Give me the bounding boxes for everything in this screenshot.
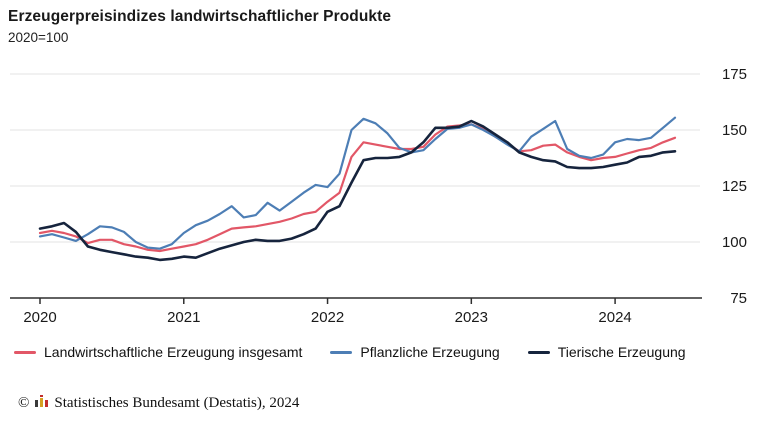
legend-item-pflanzlich: Pflanzliche Erzeugung	[330, 344, 500, 360]
y-tick-label-100: 100	[722, 234, 747, 251]
x-tick-label-2023: 2023	[455, 309, 488, 326]
chart-subtitle: 2020=100	[8, 30, 69, 45]
legend-label-insgesamt: Landwirtschaftliche Erzeugung insgesamt	[44, 344, 303, 360]
legend-line-swatch-red	[14, 350, 36, 354]
source-attribution: © Statistisches Bundesamt (Destatis), 20…	[18, 394, 299, 412]
x-tick-label-2021: 2021	[167, 309, 200, 326]
legend-label-tierisch: Tierische Erzeugung	[557, 344, 686, 360]
legend-label-pflanzlich: Pflanzliche Erzeugung	[360, 344, 500, 360]
chart-title: Erzeugerpreisindizes landwirtschaftliche…	[8, 8, 392, 25]
x-tick-label-2020: 2020	[23, 309, 56, 326]
x-tick-label-2024: 2024	[598, 309, 631, 326]
series-line-1	[38, 116, 677, 250]
legend-item-insgesamt: Landwirtschaftliche Erzeugung insgesamt	[14, 344, 302, 360]
chart-legend: Landwirtschaftliche Erzeugung insgesamt …	[14, 344, 686, 360]
y-tick-label-175: 175	[722, 66, 747, 83]
y-tick-label-125: 125	[722, 178, 747, 195]
chart-svg: 75 100 125 150 175 2020 2021 2022 2023 2024	[10, 66, 747, 326]
y-tick-label-75: 75	[730, 290, 747, 307]
y-tick-label-150: 150	[722, 122, 747, 139]
legend-line-swatch-navy	[527, 350, 550, 354]
source-text: Statistisches Bundesamt (Destatis), 2024	[54, 394, 300, 411]
legend-line-swatch-blue	[330, 350, 353, 354]
destatis-logo-icon	[34, 395, 49, 413]
series-line-2	[38, 119, 677, 262]
series-line-0	[38, 123, 677, 253]
x-tick-label-2022: 2022	[311, 309, 344, 326]
line-chart-plot-area: 75 100 125 150 175 2020 2021 2022 2023 2024	[0, 56, 767, 338]
legend-item-tierisch: Tierische Erzeugung	[527, 344, 686, 360]
copyright-symbol: ©	[18, 394, 30, 411]
